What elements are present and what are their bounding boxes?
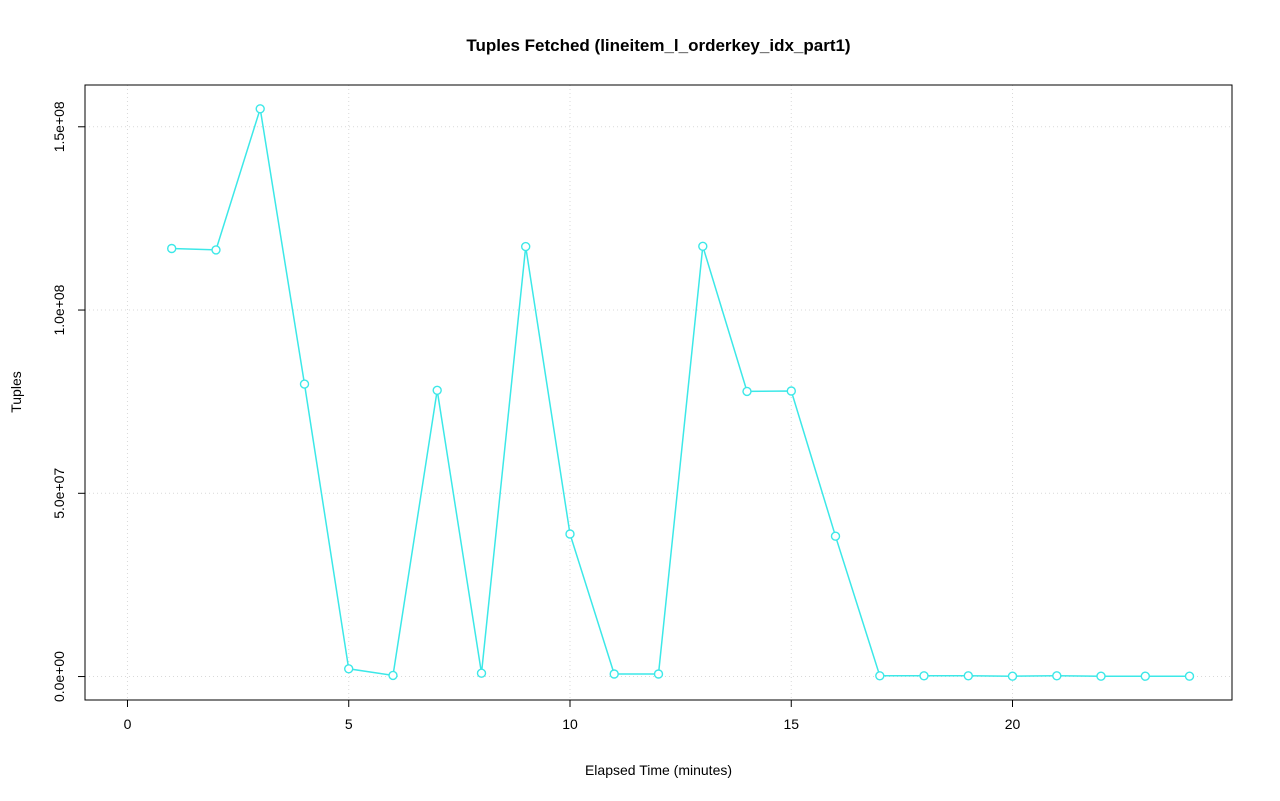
data-point: [1007, 671, 1018, 681]
data-point: [1184, 671, 1195, 681]
data-point: [919, 671, 929, 681]
data-point: [211, 245, 221, 255]
data-point: [786, 386, 796, 396]
data-point: [1052, 671, 1062, 681]
data-point: [875, 671, 885, 681]
x-tick-label: 0: [124, 716, 132, 732]
y-tick-label: 0.0e+00: [51, 651, 67, 702]
data-point: [476, 668, 487, 678]
x-tick-label: 15: [783, 716, 799, 732]
data-point: [166, 243, 177, 254]
data-point: [742, 386, 752, 397]
x-tick-label: 5: [345, 716, 353, 732]
data-point: [255, 104, 265, 114]
data-point: [432, 385, 442, 395]
plot-border: [84, 84, 1233, 701]
y-tick-label: 1.5e+08: [51, 101, 67, 152]
data-point: [963, 671, 973, 681]
data-point: [388, 670, 398, 681]
data-point: [521, 241, 531, 252]
data-point: [698, 241, 708, 252]
data-point: [653, 669, 664, 679]
data-point: [1140, 671, 1151, 681]
data-point: [830, 531, 841, 541]
data-line: [171, 108, 1190, 677]
x-tick-label: 10: [562, 716, 578, 732]
x-tick-label: 20: [1005, 716, 1021, 732]
y-tick-label: 5.0e+07: [51, 468, 67, 519]
chart-title: Tuples Fetched (lineitem_l_orderkey_idx_…: [466, 36, 851, 55]
data-point: [344, 664, 354, 674]
data-point: [609, 669, 619, 679]
data-point: [565, 529, 575, 539]
y-axis-label: Tuples: [8, 371, 24, 413]
x-axis-label: Elapsed Time (minutes): [584, 762, 733, 778]
data-point: [299, 379, 310, 389]
data-point: [1096, 671, 1106, 681]
y-tick-label: 1.0e+08: [51, 284, 67, 335]
